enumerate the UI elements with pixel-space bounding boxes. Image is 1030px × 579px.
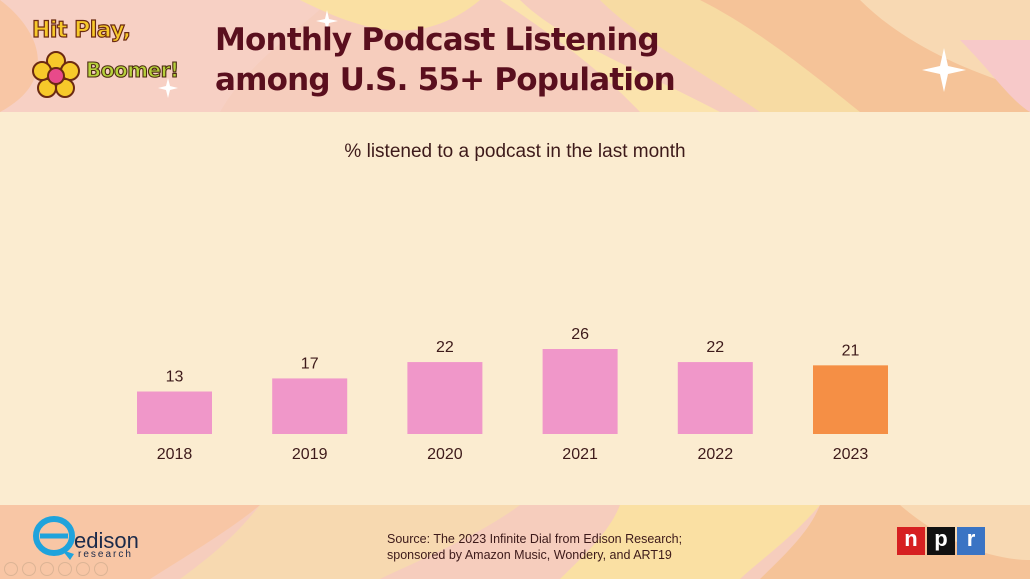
tick-label-2022: 2022 (698, 446, 734, 463)
logo-boomer: Boomer! (85, 57, 179, 82)
tick-label-2020: 2020 (427, 446, 463, 463)
edison-subtitle: research (78, 549, 133, 560)
bar-2019 (272, 378, 348, 434)
edison-logo-icon (33, 516, 75, 560)
npr-letter-r: r (957, 527, 985, 555)
nav-next-icon[interactable] (22, 562, 36, 576)
source-note: Source: The 2023 Infinite Dial from Edis… (387, 531, 682, 563)
sparkle-icon (922, 48, 966, 92)
nav-menu-icon[interactable] (40, 562, 54, 576)
logo-hit-play: Hit Play, (31, 17, 131, 43)
nav-zoom-icon[interactable] (76, 562, 90, 576)
bar-2021 (542, 349, 618, 434)
nav-pen-icon[interactable] (58, 562, 72, 576)
title-line-1: Monthly Podcast Listening (215, 22, 660, 58)
tick-label-2023: 2023 (833, 446, 869, 463)
tick-label-2021: 2021 (562, 446, 598, 463)
data-label-2022: 22 (706, 339, 724, 356)
bar-2022 (677, 362, 753, 434)
npr-logo: n p r (897, 527, 985, 555)
data-label-2023: 21 (842, 342, 860, 359)
edison-wordmark: edison (74, 528, 139, 553)
tick-label-2019: 2019 (292, 446, 328, 463)
source-line-2: sponsored by Amazon Music, Wondery, and … (387, 548, 672, 562)
source-line-1: Source: The 2023 Infinite Dial from Edis… (387, 532, 683, 546)
bar-2023 (813, 365, 888, 434)
tick-label-2018: 2018 (157, 446, 193, 463)
data-label-2018: 13 (166, 369, 184, 386)
nav-more-icon[interactable] (94, 562, 108, 576)
slide-nav-controls[interactable] (4, 562, 108, 576)
npr-letter-p: p (927, 527, 955, 555)
nav-prev-icon[interactable] (4, 562, 18, 576)
data-label-2020: 22 (436, 339, 454, 356)
page-title: Monthly Podcast Listening among U.S. 55+… (215, 20, 676, 100)
data-label-2021: 26 (571, 326, 589, 343)
bar-2020 (407, 362, 483, 434)
npr-letter-n: n (897, 527, 925, 555)
title-line-2: among U.S. 55+ Population (215, 62, 676, 98)
chart-title: % listened to a podcast in the last mont… (344, 141, 686, 162)
flower-icon (32, 51, 80, 98)
data-label-2019: 17 (301, 355, 319, 372)
bar-2018 (137, 391, 212, 434)
